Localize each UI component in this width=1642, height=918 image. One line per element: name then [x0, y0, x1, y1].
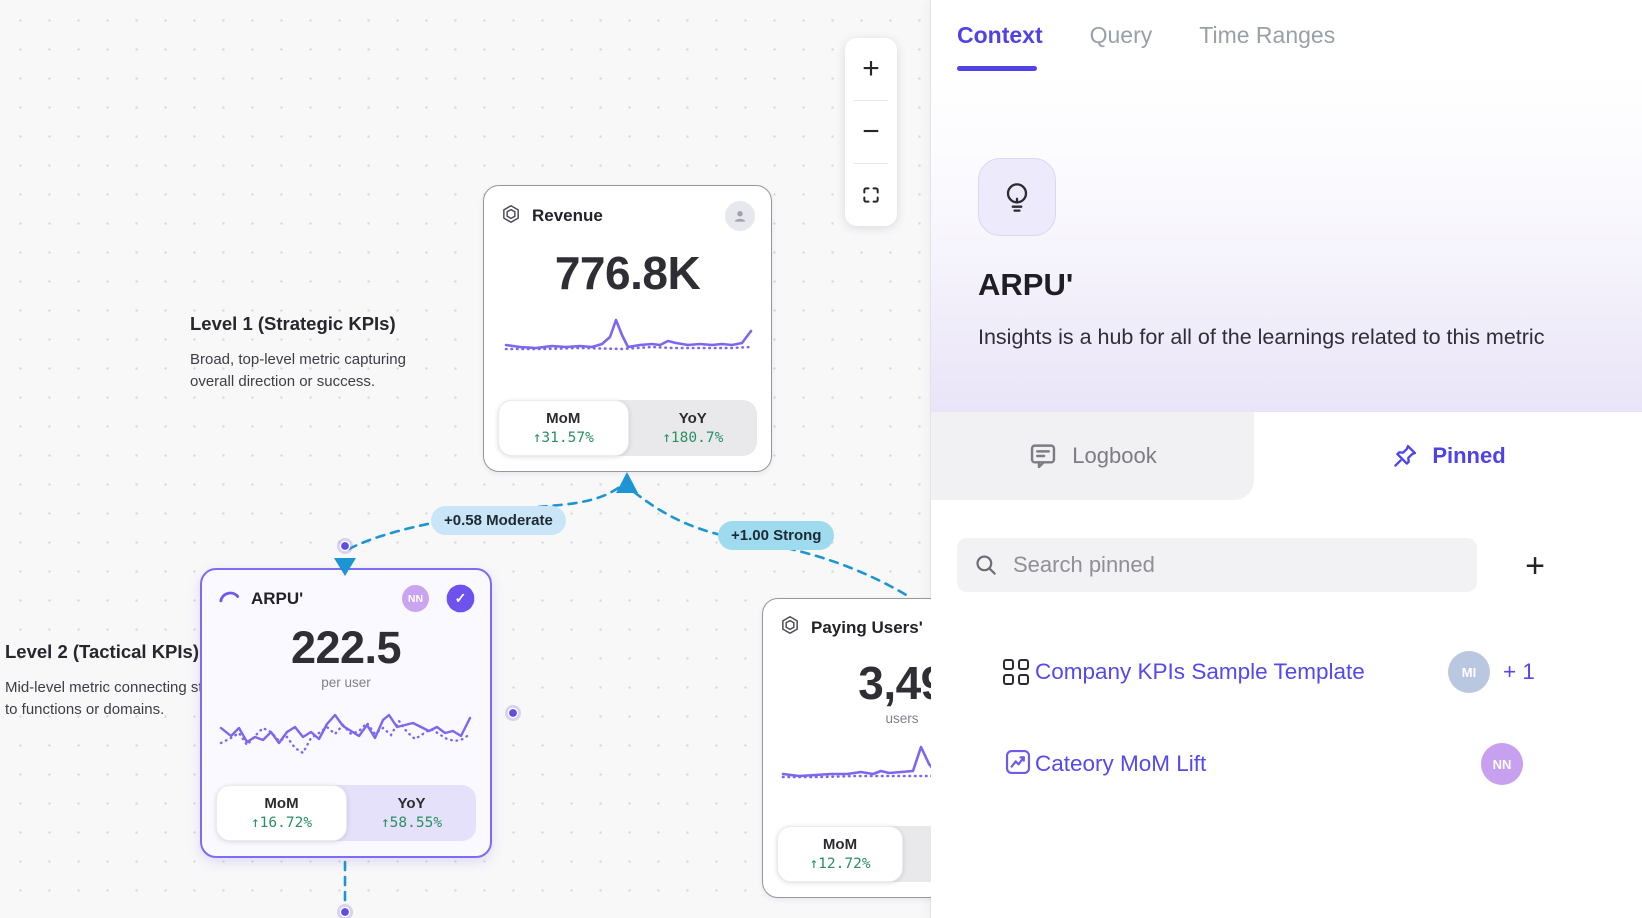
arrowhead-up	[616, 472, 638, 493]
person-icon	[734, 211, 746, 222]
card-title: Revenue	[532, 206, 603, 225]
metric-value: 3,49	[858, 657, 931, 709]
tab-time-ranges[interactable]: Time Ranges	[1199, 22, 1336, 48]
stat-label: MoM	[546, 410, 581, 427]
metric-header: ARPU' Insights is a hub for all of the l…	[931, 75, 1642, 412]
stat-toggle-mom[interactable]: MoM ↑31.57%	[498, 400, 629, 456]
metric-value: 776.8K	[554, 247, 701, 299]
chart-icon	[1003, 747, 1033, 782]
edge-label-strong[interactable]: +1.00 Strong	[718, 521, 835, 550]
metric-card-revenue[interactable]: Revenue 776.8K MoM ↑31.57% Yo	[483, 185, 772, 472]
connection-handle[interactable]	[337, 538, 353, 554]
zoom-out-button[interactable]: −	[862, 115, 880, 148]
logbook-icon	[1031, 444, 1056, 469]
add-pinned-button[interactable]: +	[1525, 546, 1545, 585]
grid-icon	[1003, 659, 1029, 685]
search-input[interactable]	[1013, 552, 1461, 578]
stat-toggle-yoy[interactable]	[903, 826, 931, 882]
search-bar	[957, 538, 1477, 592]
sidebar-metric-title: ARPU'	[978, 267, 1074, 302]
subtab-pinned[interactable]: Pinned	[1254, 412, 1642, 500]
check-icon: ✓	[454, 590, 467, 606]
arc-icon	[218, 586, 241, 611]
item-extra-count: + 1	[1503, 659, 1535, 684]
card-title: Paying Users'	[811, 617, 923, 637]
card-title: ARPU'	[251, 588, 304, 608]
fullscreen-icon	[863, 187, 879, 203]
subtab-logbook[interactable]: Logbook	[931, 412, 1254, 500]
verified-badge: ✓	[443, 581, 478, 616]
item-avatar: NN	[1481, 743, 1523, 785]
metric-unit: per user	[321, 675, 371, 691]
zoom-toolbar: + −	[845, 38, 897, 226]
subtabs: Logbook Pinned	[931, 412, 1642, 500]
item-avatar: MI	[1448, 651, 1490, 693]
assignee-avatar[interactable]	[725, 201, 755, 231]
stat-label: MoM	[264, 795, 299, 812]
connection-handle[interactable]	[337, 904, 353, 918]
sidebar: Context Query Time Ranges ARPU' Insights…	[930, 0, 1642, 918]
annotation-level1-body: Broad, top-level metric capturing overal…	[190, 351, 406, 390]
metric-value: 222.5	[290, 622, 402, 673]
connection-handle[interactable]	[505, 705, 521, 721]
sparkline	[781, 745, 931, 779]
metric-card-paying-users[interactable]: Paying Users' 3,49 users MoM ↑12.72%	[762, 598, 931, 898]
stat-label: YoY	[397, 795, 426, 812]
search-icon	[976, 555, 996, 575]
metric-tree-canvas[interactable]: Level 1 (Strategic KPIs) Broad, top-leve…	[0, 0, 931, 918]
stat-toggle-yoy[interactable]: YoY ↑180.7%	[629, 400, 758, 456]
stat-toggle-mom[interactable]: MoM ↑12.72%	[777, 826, 903, 882]
annotation-level2: Level 2 (Tactical KPIs) Mid-level metric…	[5, 641, 255, 721]
sidebar-tabs: Context Query Time Ranges	[957, 22, 1335, 49]
lightbulb-icon	[1006, 183, 1028, 212]
tab-context[interactable]: Context	[957, 22, 1043, 48]
annotation-level1-title: Level 1 (Strategic KPIs)	[190, 313, 396, 334]
insight-icon-tile	[978, 158, 1056, 236]
pinned-item-label: Company KPIs Sample Template	[1035, 659, 1365, 684]
annotation-level2-body: Mid-level metric connecting strategy to …	[5, 679, 245, 718]
stat-toggle-yoy[interactable]: YoY ↑58.55%	[347, 785, 476, 841]
stat-value: ↑16.72%	[250, 815, 313, 831]
stat-toggle-mom[interactable]: MoM ↑16.72%	[216, 785, 347, 841]
stat-value: ↑58.55%	[380, 815, 443, 831]
annotation-level1: Level 1 (Strategic KPIs) Broad, top-leve…	[190, 313, 430, 393]
stat-label: YoY	[678, 410, 707, 427]
sparkline	[504, 318, 752, 351]
metric-card-arpu[interactable]: ARPU' NN ✓ 222.5 per user MoM ↑16.72%	[200, 568, 492, 858]
active-tab-underline	[957, 66, 1037, 71]
hexagon-icon	[500, 203, 522, 230]
pin-icon	[1394, 444, 1417, 467]
annotation-level2-title: Level 2 (Tactical KPIs)	[5, 641, 199, 662]
zoom-in-button[interactable]: +	[862, 52, 880, 85]
stat-label: MoM	[822, 836, 858, 853]
stat-value: ↑12.72%	[809, 856, 871, 872]
metric-unit: users	[885, 711, 919, 727]
subtab-pinned-label: Pinned	[1432, 443, 1506, 468]
edge-label-moderate[interactable]: +0.58 Moderate	[431, 506, 566, 535]
pinned-item-company-kpis[interactable]: Company KPIs Sample Template MI + 1	[931, 648, 1642, 696]
owner-badge: NN	[402, 585, 429, 612]
hexagon-icon	[779, 614, 801, 641]
tab-query[interactable]: Query	[1089, 22, 1153, 48]
pinned-item-cateory-mom-lift[interactable]: Cateory MoM Lift NN	[931, 740, 1642, 788]
sparkline	[219, 714, 472, 755]
subtab-logbook-label: Logbook	[1072, 443, 1157, 468]
pinned-item-label: Cateory MoM Lift	[1035, 751, 1207, 776]
fit-view-button[interactable]	[845, 164, 897, 226]
stat-value: ↑180.7%	[662, 430, 724, 446]
sidebar-metric-description: Insights is a hub for all of the learnin…	[978, 325, 1545, 349]
stat-value: ↑31.57%	[532, 430, 594, 446]
